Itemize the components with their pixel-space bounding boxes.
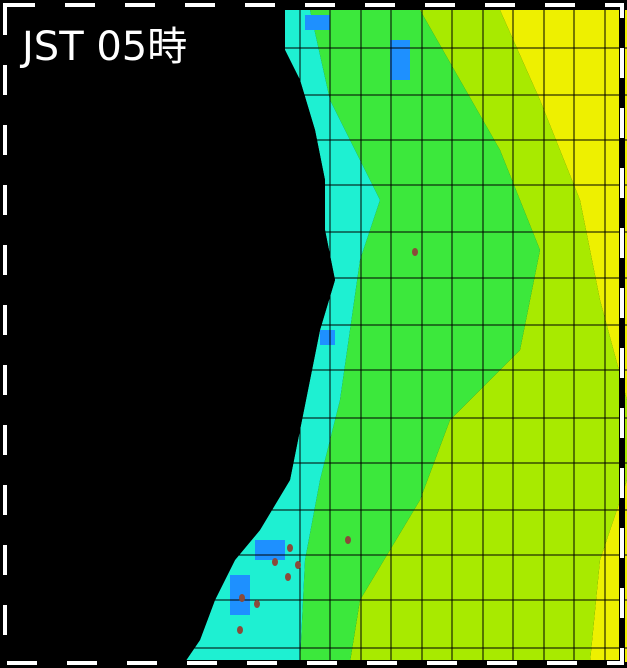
- title: JST 05時: [19, 24, 187, 70]
- map: JST 05時: [0, 0, 627, 668]
